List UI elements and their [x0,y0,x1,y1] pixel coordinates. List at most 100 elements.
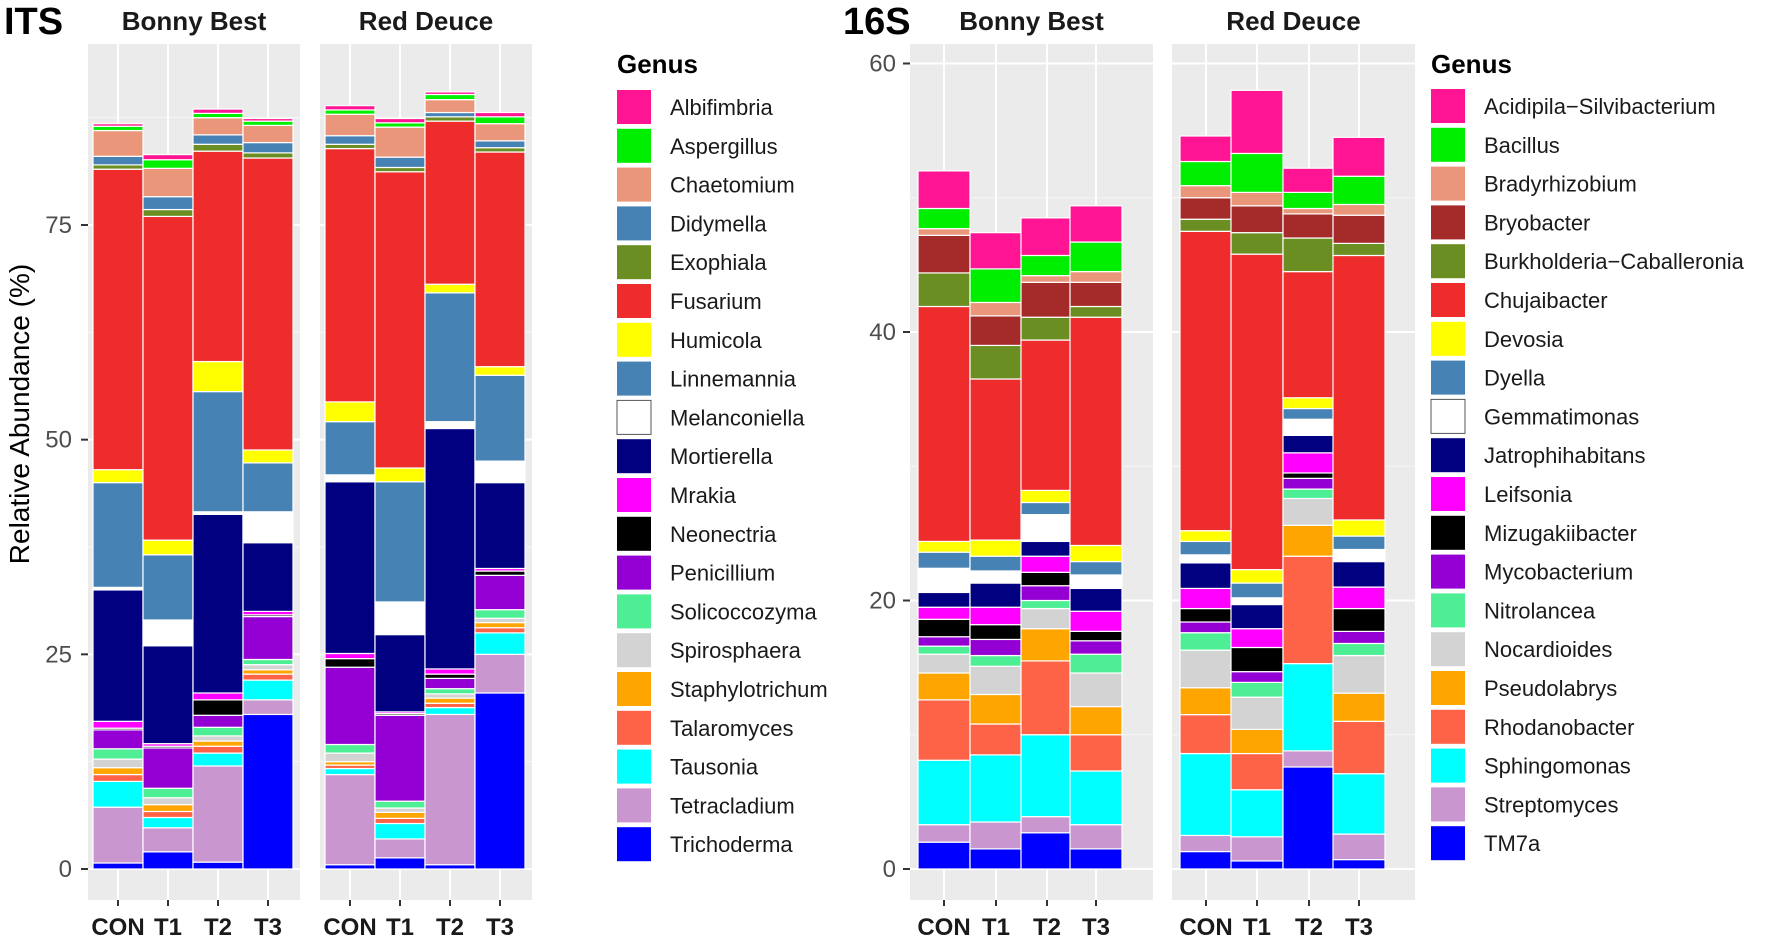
bar-segment-burkholderia-caballeronia [969,344,1023,380]
bar-segment-spirosphaera [374,807,426,813]
legend-item-albifimbria: Albifimbria [617,90,773,124]
bar-segment-neonectria [192,699,244,716]
bar-segment-penicillium [424,677,476,690]
bar-segment-burkholderia-caballeronia [1332,242,1386,257]
legend-swatch [1431,360,1465,395]
bar-segment-dyella [1230,582,1284,599]
bar-segment-trichoderma [424,864,476,870]
bar-segment-talaromyces [192,745,244,754]
bar-segment-tm7a [917,841,971,870]
bar-segment-solicoccozyma [142,787,194,799]
legend-item-spirosphaera: Spirosphaera [617,633,802,668]
bar-segment-jatrophihabitans [1230,603,1284,630]
legend-label: Bacillus [1484,133,1560,158]
bar-segment-streptomyces [1069,824,1123,850]
bar-segment-mycobacterium [1282,477,1336,490]
legend-swatch [1431,438,1465,473]
x-tick-label: T2 [1033,914,1061,941]
legend-item-mizugakiibacter: Mizugakiibacter [1431,515,1637,550]
bar-segment-mycobacterium [969,638,1023,657]
x-tick-label: T2 [204,914,232,941]
legend-item-mortierella: Mortierella [617,439,773,474]
bar-segment-melanconiella [474,460,526,484]
bar-segment-nocardioides [1230,696,1284,730]
bar-segment-jatrophihabitans [969,582,1023,608]
bar-segment-talaromyces [242,673,294,681]
bar-segment-spirosphaera [192,735,244,742]
legend: Genus Albifimbria Aspergillus Chaetomium Did… [616,49,828,862]
legend-swatch [617,633,651,668]
bar-segment-chaetomium [192,117,244,136]
bar-segment-didymella [374,156,426,169]
bar-segment-linnemannia [242,462,294,513]
x-tick-label: CON [91,914,144,941]
legend-label: Mrakia [670,483,737,508]
bar-segment-penicillium [192,714,244,728]
bar-segment-fusarium [474,151,526,368]
bar-segment-bryobacter [1332,214,1386,244]
bar-segment-gemmatimonas [1230,597,1284,606]
bar-segment-gemmatimonas [1282,418,1336,436]
bar-segment-leifsonia [917,606,971,620]
bar-segment-penicillium [242,615,294,661]
legend-swatch [1431,748,1465,783]
bar-segment-nitrolancea [1332,642,1386,657]
legend-swatch [1431,787,1465,822]
bar-stack-t1 [969,232,1023,870]
bar-segment-talaromyces [92,773,144,783]
bar-segment-devosia [1020,489,1074,504]
bar-segment-nitrolancea [917,645,971,655]
bar-segment-mizugakiibacter [1069,630,1123,642]
legend-label: Bradyrhizobium [1484,172,1637,197]
bar-segment-albifimbria [142,153,194,161]
bar-stack-t2 [424,91,476,870]
legend-item-bryobacter: Bryobacter [1431,205,1590,240]
bar-segment-jatrophihabitans [1282,434,1336,454]
bar-segment-bryobacter [1069,281,1123,308]
bar-segment-fusarium [92,168,144,471]
bar-segment-chujaibacter [1282,270,1336,399]
bar-segment-tm7a [1020,832,1074,870]
bar-segment-bacillus [969,268,1023,304]
facet-title: Red Deuce [359,6,493,36]
legend-item-didymella: Didymella [617,206,767,241]
bar-segment-trichoderma [92,862,144,870]
bar-segment-nitrolancea [1020,599,1074,610]
bar-segment-gemmatimonas [969,570,1023,584]
x-tick-label: T1 [982,914,1010,941]
bar-segment-chaetomium [92,129,144,157]
y-tick-label: 60 [869,51,896,78]
legend-item-rhodanobacter: Rhodanobacter [1431,709,1634,744]
facet-bonny-best: Bonny Best CON T1 T2 T3 [88,6,300,941]
bar-segment-leifsonia [1179,587,1233,610]
legend-label: Mortierella [670,444,773,469]
bar-segment-neonectria [474,570,526,576]
legend-label: Staphylotrichum [670,677,828,702]
bar-segment-bradyrhizobium [1179,185,1233,199]
x-tick-label: CON [917,914,970,941]
legend-item-neonectria: Neonectria [617,516,777,551]
legend-item-chaetomium: Chaetomium [617,167,795,202]
bar-segment-chujaibacter [917,305,971,543]
bar-segment-tm7a [1282,766,1336,870]
bar-segment-linnemannia [142,554,194,621]
bar-segment-acidipila-silvibacterium [917,170,971,210]
bar-segment-rhodanobacter [969,723,1023,756]
bar-segment-aspergillus [242,120,294,126]
bar-segment-devosia [1179,530,1233,543]
legend-item-pseudolabrys: Pseudolabrys [1431,671,1617,705]
bar-segment-nocardioides [917,653,971,674]
bar-segment-solicoccozyma [242,658,294,666]
bar-segment-bryobacter [917,234,971,274]
bar-segment-exophiala [424,116,476,122]
legend-label: Gemmatimonas [1484,404,1639,429]
legend-swatch [617,206,651,241]
bar-stack-con [1179,135,1233,870]
bar-segment-tm7a [969,848,1023,870]
bar-segment-sphingomonas [1282,662,1336,752]
bar-segment-devosia [1332,519,1386,537]
bar-segment-sphingomonas [1020,734,1074,818]
bar-segment-mizugakiibacter [1230,646,1284,673]
bar-segment-spirosphaera [142,797,194,806]
legend-label: Pseudolabrys [1484,676,1617,701]
